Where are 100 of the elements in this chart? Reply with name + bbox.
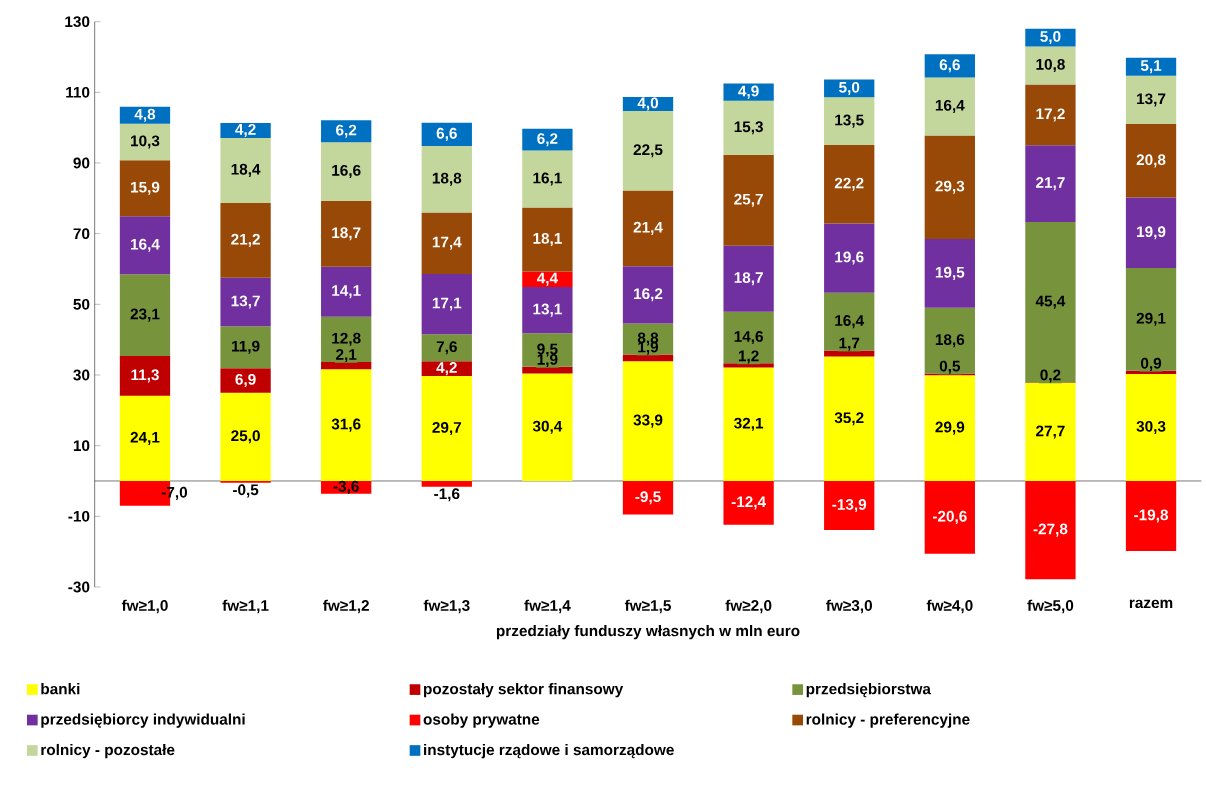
data-label: 14,6 xyxy=(734,330,763,345)
legend-label: rolnicy - preferencyjne xyxy=(806,713,970,728)
bar xyxy=(119,355,171,396)
data-label: 32,1 xyxy=(734,417,764,431)
bar xyxy=(1025,46,1076,85)
data-label: 6,9 xyxy=(235,373,256,387)
bar xyxy=(824,144,875,224)
bar xyxy=(119,123,171,161)
bar xyxy=(723,480,774,525)
x-tick-label: fw≥1,1 xyxy=(222,599,269,614)
data-label: 21,4 xyxy=(633,221,663,235)
legend-label: przedsiębiorcy indywidualni xyxy=(41,713,245,728)
x-tick-label: fw≥3,0 xyxy=(826,599,872,614)
data-label: 4,0 xyxy=(637,97,659,111)
data-label: -19,8 xyxy=(1134,509,1169,523)
data-label: 14,1 xyxy=(332,285,361,299)
bar xyxy=(321,369,372,481)
data-label: 33,9 xyxy=(633,414,663,428)
x-tick-label: fw≥1,4 xyxy=(524,599,571,614)
bar xyxy=(824,350,875,357)
bar xyxy=(220,326,271,369)
data-label: 11,3 xyxy=(131,369,159,383)
data-label: 0,5 xyxy=(939,360,961,374)
bar xyxy=(522,207,573,272)
y-tick-label: 10 xyxy=(73,440,90,452)
bar xyxy=(723,363,774,368)
bar xyxy=(924,480,975,554)
bar xyxy=(220,277,271,327)
data-label: 29,1 xyxy=(1136,312,1166,326)
bar xyxy=(1025,84,1076,146)
bar xyxy=(220,123,271,138)
data-label: -13,9 xyxy=(832,499,867,513)
data-label: 25,0 xyxy=(231,430,260,444)
legend-label: przedsiębiorstwa xyxy=(806,683,932,698)
bar xyxy=(723,367,774,481)
data-label: 18,1 xyxy=(533,232,562,247)
data-label: -3,6 xyxy=(333,480,359,494)
data-label: 18,6 xyxy=(935,334,965,348)
data-label: 19,6 xyxy=(835,251,864,265)
bar xyxy=(1125,373,1177,481)
x-tick-label: fw≥2,0 xyxy=(725,599,772,614)
data-label: -27,8 xyxy=(1033,523,1068,537)
bar xyxy=(522,366,573,374)
data-label: 6,2 xyxy=(336,124,357,138)
y-tick-label: 50 xyxy=(73,298,90,310)
legend-label: banki xyxy=(41,683,80,695)
bar xyxy=(1125,480,1177,551)
data-label: -0,5 xyxy=(232,484,259,498)
data-label: 6,6 xyxy=(436,127,457,141)
bar xyxy=(220,202,271,278)
data-label: 30,4 xyxy=(532,420,563,434)
x-tick-label: fw≥5,0 xyxy=(1027,599,1074,614)
bar xyxy=(723,245,774,312)
data-label: 13,1 xyxy=(533,303,562,317)
bar xyxy=(522,150,573,208)
data-label: 16,2 xyxy=(634,288,663,302)
bar xyxy=(119,160,171,217)
data-label: 30,3 xyxy=(1136,420,1166,434)
bar xyxy=(924,238,975,308)
data-label: 10,3 xyxy=(131,135,160,149)
bar xyxy=(622,361,674,481)
bar xyxy=(622,111,674,191)
data-label: 29,9 xyxy=(935,421,965,435)
data-label: 0,2 xyxy=(1040,369,1061,383)
data-label: 7,6 xyxy=(436,341,457,355)
bar xyxy=(1025,480,1076,580)
bar xyxy=(924,77,975,136)
bar xyxy=(824,480,875,531)
data-label: 11,9 xyxy=(232,340,260,354)
bar xyxy=(622,266,674,324)
data-label: 4,8 xyxy=(134,108,156,122)
data-label: 4,2 xyxy=(436,362,457,376)
data-label: -20,6 xyxy=(932,510,967,524)
data-label: 22,2 xyxy=(834,177,864,191)
data-label: 19,5 xyxy=(935,266,965,280)
x-tick-label: razem xyxy=(1129,599,1173,609)
bar xyxy=(119,216,171,275)
bar xyxy=(1025,383,1076,481)
data-label: 6,6 xyxy=(939,59,960,73)
bar xyxy=(924,375,975,481)
bar xyxy=(321,200,372,267)
bar xyxy=(522,373,573,481)
bar xyxy=(1025,221,1076,383)
y-tick-label: 90 xyxy=(73,157,90,169)
bar xyxy=(119,395,171,481)
data-label: 25,7 xyxy=(734,193,763,207)
data-label: 1,2 xyxy=(738,350,759,364)
bar xyxy=(723,100,774,155)
bar xyxy=(522,271,573,288)
data-label: 16,4 xyxy=(835,315,865,329)
data-label: 17,1 xyxy=(432,297,462,311)
bar xyxy=(421,146,472,213)
bar xyxy=(321,120,372,143)
data-label: -1,6 xyxy=(434,488,460,502)
data-label: 21,7 xyxy=(1036,177,1065,191)
bar xyxy=(824,356,875,481)
bar xyxy=(321,142,372,201)
legend-label: instytucje rządowe i samorządowe xyxy=(424,743,674,759)
data-label: 45,4 xyxy=(1035,295,1066,309)
data-label: 6,2 xyxy=(537,133,558,147)
